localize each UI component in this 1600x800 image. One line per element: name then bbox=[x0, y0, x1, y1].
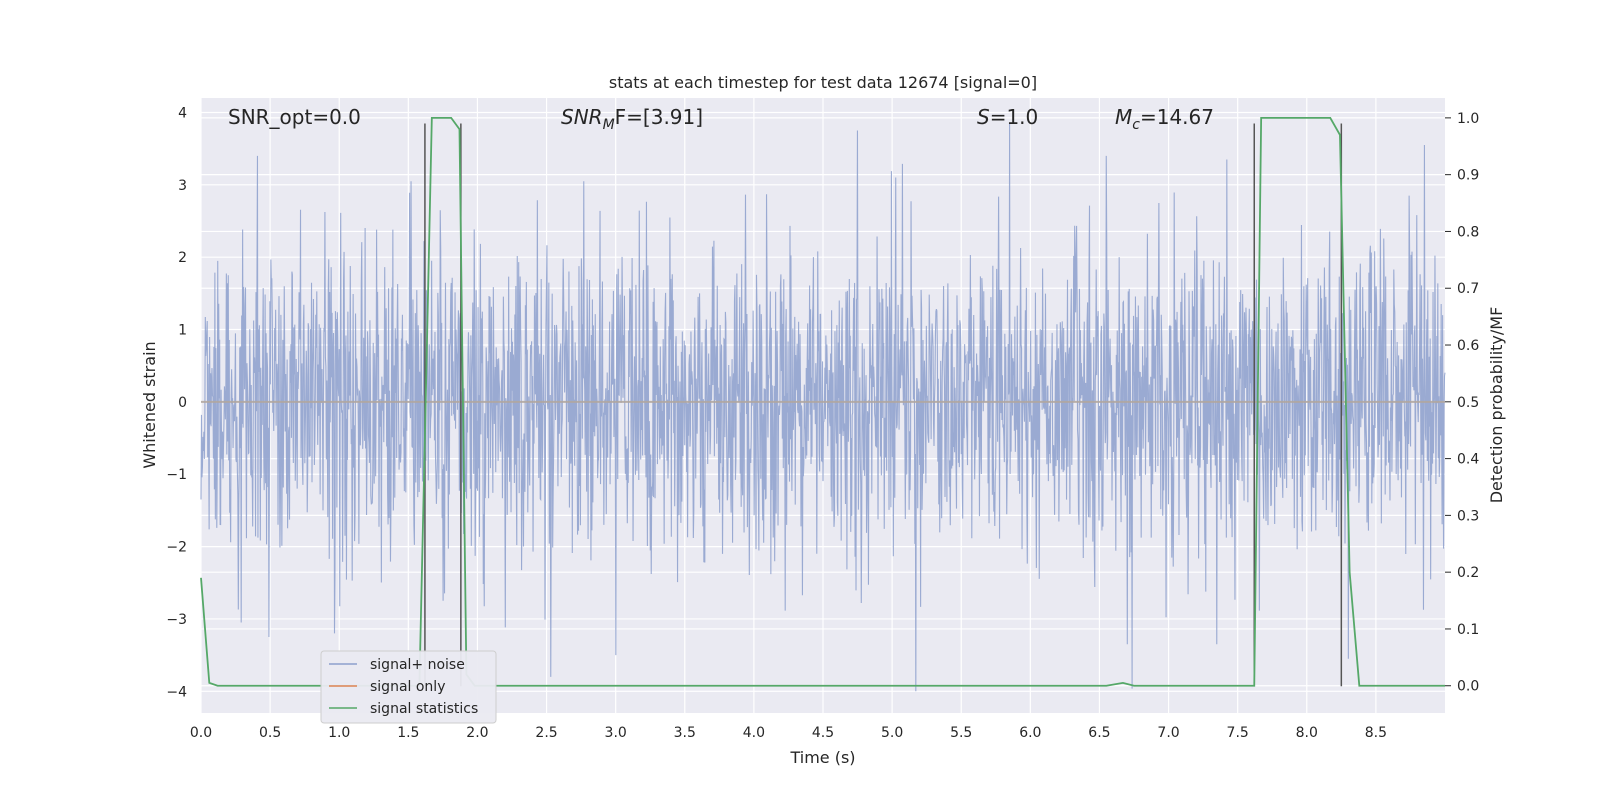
x-tick-label-14: 7.0 bbox=[1157, 725, 1179, 741]
x-tick-label-1: 0.5 bbox=[259, 725, 281, 741]
x-tick-label-5: 2.5 bbox=[535, 725, 557, 741]
annotations: SNR_opt=0.0 SNRMF=[3.91] S=1.0 Mc=14.67 bbox=[228, 105, 1214, 133]
legend-entry-signal-statistics: signal statistics bbox=[370, 701, 478, 717]
x-tick-label-2: 1.0 bbox=[328, 725, 350, 741]
annotation-snr-mf-rest: F=[3.91] bbox=[615, 105, 703, 129]
legend-entry-signal-noise: signal+ noise bbox=[370, 657, 465, 673]
y2-tick-label-1: 0.9 bbox=[1457, 168, 1479, 184]
annotation-s-rest: =1.0 bbox=[990, 105, 1039, 129]
annotation-s-italic: S bbox=[977, 105, 990, 129]
y-axis-ticks: 4 3 2 1 0 −1 −2 −3 −4 bbox=[166, 105, 187, 700]
x-tick-label-13: 6.5 bbox=[1088, 725, 1110, 741]
y-tick-label-4: 0 bbox=[178, 395, 187, 411]
plot-area bbox=[200, 98, 1446, 713]
series-line-signal-noise bbox=[200, 123, 1446, 692]
x-axis-ticks: 0.0 0.5 1.0 1.5 2.0 2.5 3.0 3.5 4.0 4.5 5.0 5.5 6.0 6… bbox=[190, 725, 1387, 741]
x-tick-label-6: 3.0 bbox=[605, 725, 627, 741]
series-signal-noise bbox=[200, 123, 1446, 692]
y2-tick-label-0: 1.0 bbox=[1457, 111, 1479, 127]
x-tick-label-9: 4.5 bbox=[812, 725, 834, 741]
y2-tick-label-7: 0.3 bbox=[1457, 508, 1479, 524]
annotation-mc-italic: M bbox=[1115, 105, 1132, 129]
legend-entry-signal-only: signal only bbox=[370, 679, 445, 695]
y2-axis-label: Detection probability/MF bbox=[1487, 307, 1506, 504]
y2-tick-label-2: 0.8 bbox=[1457, 224, 1479, 240]
y-tick-label-2: 2 bbox=[178, 250, 187, 266]
annotation-snr-mf: SNRMF=[3.91] bbox=[561, 105, 703, 133]
y2-tick-label-4: 0.6 bbox=[1457, 338, 1479, 354]
annotation-mc: Mc=14.67 bbox=[1115, 105, 1214, 133]
y-tick-label-1: 3 bbox=[178, 178, 187, 194]
y-tick-label-3: 1 bbox=[178, 323, 187, 339]
x-tick-label-11: 5.5 bbox=[950, 725, 972, 741]
y-axis-label: Whitened strain bbox=[140, 341, 159, 468]
x-tick-label-3: 1.5 bbox=[397, 725, 419, 741]
x-tick-label-16: 8.0 bbox=[1296, 725, 1318, 741]
annotation-snr-opt: SNR_opt=0.0 bbox=[228, 105, 361, 129]
chart-title: stats at each timestep for test data 126… bbox=[609, 73, 1037, 92]
y2-tick-label-5: 0.5 bbox=[1457, 395, 1479, 411]
y2-axis-ticks: 1.0 0.9 0.8 0.7 0.6 0.5 0.4 0.3 0.2 0.1 0.0 bbox=[1445, 111, 1479, 695]
y2-tick-label-3: 0.7 bbox=[1457, 281, 1479, 297]
x-tick-label-10: 5.0 bbox=[881, 725, 903, 741]
y-tick-label-5: −1 bbox=[166, 467, 187, 483]
x-tick-label-7: 3.5 bbox=[674, 725, 696, 741]
y-tick-label-8: −4 bbox=[166, 684, 187, 700]
annotation-snr-mf-sub: M bbox=[603, 117, 615, 133]
x-tick-label-0: 0.0 bbox=[190, 725, 212, 741]
legend-box bbox=[320, 650, 497, 724]
annotation-mc-sub: c bbox=[1132, 117, 1140, 133]
x-tick-label-8: 4.0 bbox=[743, 725, 765, 741]
legend: signal+ noise signal only signal statist… bbox=[320, 650, 497, 724]
annotation-snr-mf-base: SNR bbox=[561, 105, 603, 129]
y2-tick-label-6: 0.4 bbox=[1457, 452, 1479, 468]
y2-tick-label-8: 0.2 bbox=[1457, 565, 1479, 581]
y-tick-label-6: −2 bbox=[166, 540, 187, 556]
y-tick-label-7: −3 bbox=[166, 612, 187, 628]
y-tick-label-0: 4 bbox=[178, 105, 187, 121]
x-tick-label-17: 8.5 bbox=[1365, 725, 1387, 741]
y2-tick-label-10: 0.0 bbox=[1457, 679, 1479, 695]
x-tick-label-12: 6.0 bbox=[1019, 725, 1041, 741]
annotation-mc-rest: =14.67 bbox=[1140, 105, 1214, 129]
annotation-s: S=1.0 bbox=[977, 105, 1038, 129]
x-tick-label-15: 7.5 bbox=[1227, 725, 1249, 741]
x-axis-label: Time (s) bbox=[789, 748, 855, 767]
y2-tick-label-9: 0.1 bbox=[1457, 622, 1479, 638]
x-tick-label-4: 2.0 bbox=[466, 725, 488, 741]
